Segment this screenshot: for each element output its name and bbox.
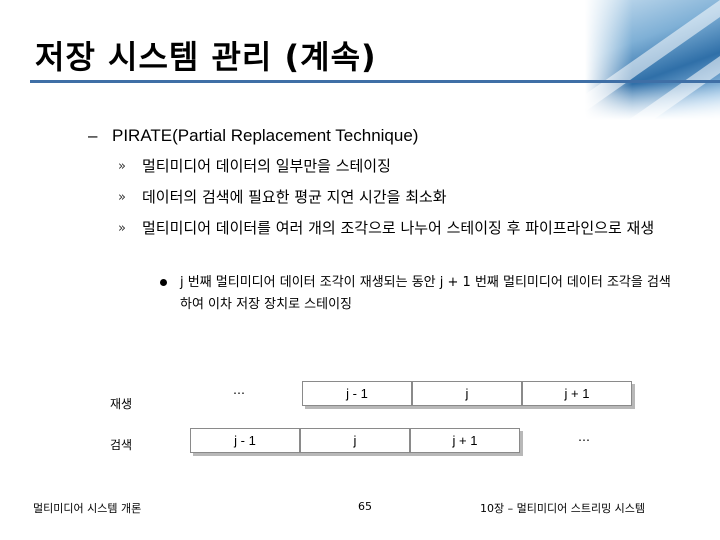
- playback-row-label: 재생: [110, 397, 133, 411]
- playback-segment: j + 1: [522, 381, 632, 406]
- footer-course-title: 멀티미디어 시스템 개론: [33, 502, 142, 515]
- slide-title: 저장 시스템 관리 (계속): [35, 38, 377, 76]
- decorative-corner-image: [585, 0, 720, 120]
- bullet-item: » 데이터의 검색에 필요한 평균 지연 시간을 최소화: [118, 186, 682, 209]
- sub-bullet-item: j 번째 멀티미디어 데이터 조각이 재생되는 동안 j + 1 번째 멀티미디…: [160, 272, 680, 316]
- retrieval-segment: j - 1: [190, 428, 300, 453]
- playback-segment: j: [412, 381, 522, 406]
- bullet-dot-icon: [160, 279, 167, 286]
- bullet-marker: »: [118, 190, 126, 205]
- title-underline: [30, 80, 720, 83]
- bullet-item: » 멀티미디어 데이터의 일부만을 스테이징: [118, 155, 682, 178]
- dash-marker: –: [88, 126, 98, 145]
- bullet-marker: »: [118, 159, 126, 174]
- bullet-text: 데이터의 검색에 필요한 평균 지연 시간을 최소화: [142, 188, 447, 206]
- retrieval-ellipsis: …: [578, 430, 590, 444]
- sub-bullet-text: j 번째 멀티미디어 데이터 조각이 재생되는 동안 j + 1 번째 멀티미디…: [180, 275, 671, 312]
- page-number: 65: [358, 500, 372, 513]
- playback-ellipsis: …: [233, 383, 245, 397]
- footer-chapter-title: 10장 – 멀티미디어 스트리밍 시스템: [480, 502, 646, 515]
- level1-text: PIRATE(Partial Replacement Technique): [112, 126, 419, 145]
- retrieval-segment: j + 1: [410, 428, 520, 453]
- retrieval-segment: j: [300, 428, 410, 453]
- bullet-marker: »: [118, 221, 126, 236]
- playback-segment: j - 1: [302, 381, 412, 406]
- bullet-text: 멀티미디어 데이터의 일부만을 스테이징: [142, 157, 391, 175]
- bullet-text: 멀티미디어 데이터를 여러 개의 조각으로 나누어 스테이징 후 파이프라인으로…: [142, 219, 655, 237]
- retrieval-row-label: 검색: [110, 438, 133, 452]
- bullet-item: » 멀티미디어 데이터를 여러 개의 조각으로 나누어 스테이징 후 파이프라인…: [118, 217, 682, 240]
- level1-item: – PIRATE(Partial Replacement Technique): [88, 126, 418, 146]
